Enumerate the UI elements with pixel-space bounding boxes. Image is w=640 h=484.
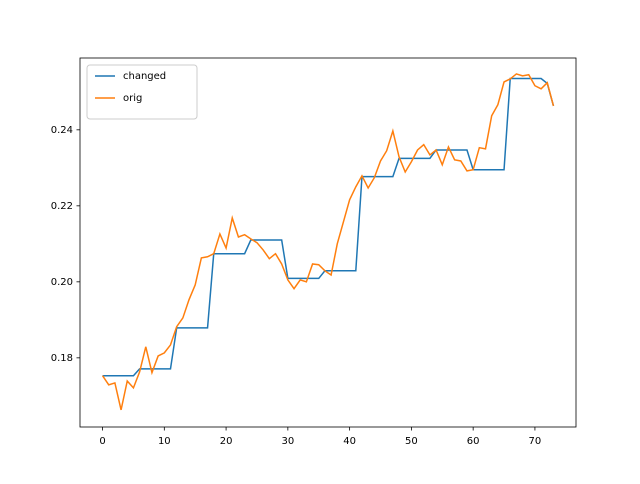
x-tick-label: 30 (281, 436, 294, 447)
y-tick-label: 0.18 (51, 353, 73, 364)
y-tick-label: 0.24 (51, 125, 73, 136)
axes-frame (79, 57, 577, 428)
legend-label: orig (123, 93, 142, 104)
y-tick-label: 0.22 (51, 201, 73, 212)
legend-box (86, 64, 198, 120)
x-tick-label: 10 (158, 436, 171, 447)
legend-label: changed (123, 71, 166, 82)
x-tick-label: 0 (99, 436, 105, 447)
y-tick-label: 0.20 (51, 277, 73, 288)
series-line (102, 77, 555, 377)
series-line (101, 73, 555, 411)
x-tick-label: 70 (529, 436, 542, 447)
x-tick-label: 60 (467, 436, 480, 447)
x-tick-label: 40 (343, 436, 356, 447)
x-tick-label: 20 (220, 436, 233, 447)
x-tick-label: 50 (405, 436, 418, 447)
